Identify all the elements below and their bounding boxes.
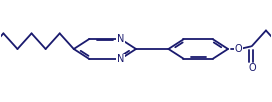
Text: N: N (117, 54, 124, 64)
Text: O: O (248, 63, 256, 73)
Text: O: O (234, 44, 242, 54)
Text: N: N (117, 34, 124, 44)
